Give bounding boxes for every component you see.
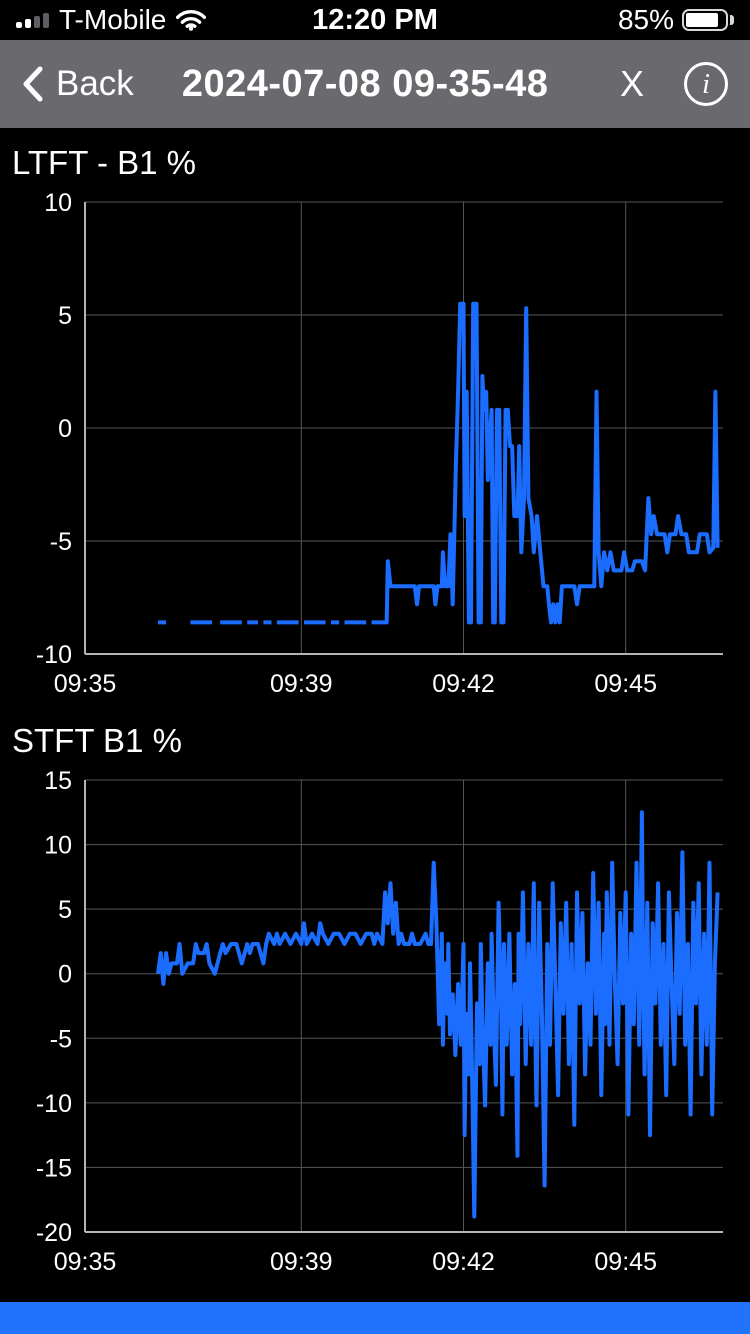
svg-text:09:39: 09:39: [270, 1248, 333, 1276]
chevron-left-icon: [23, 66, 43, 102]
svg-text:09:35: 09:35: [54, 1248, 117, 1276]
svg-text:5: 5: [58, 302, 72, 330]
carrier-label: T-Mobile: [59, 4, 167, 35]
back-button[interactable]: Back: [22, 64, 134, 104]
svg-text:10: 10: [44, 189, 72, 217]
info-button[interactable]: i: [684, 62, 728, 106]
svg-text:09:35: 09:35: [54, 670, 117, 698]
wifi-icon: [176, 10, 207, 31]
svg-text:-10: -10: [36, 641, 72, 669]
battery-tip: [730, 15, 734, 25]
close-button[interactable]: X: [619, 63, 644, 104]
bottom-banner[interactable]: [0, 1302, 750, 1334]
stft-chart: -20 -15 -10 -5 0 5 10 15 09:35 09:39 09:42 09:45: [36, 767, 723, 1276]
status-bar: T-Mobile 12:20 PM 85%: [0, 0, 750, 40]
svg-text:-5: -5: [50, 1025, 72, 1053]
navigation-bar: Back 2024-07-08 09-35-48 X i: [0, 40, 750, 128]
page-title: 2024-07-08 09-35-48: [181, 62, 549, 105]
ltft-chart: -10 -5 0 5 10 09:35 09:39 09:42 09:45: [36, 189, 723, 698]
svg-text:09:45: 09:45: [594, 1248, 657, 1276]
svg-text:5: 5: [58, 896, 72, 924]
back-label: Back: [56, 64, 134, 103]
svg-text:09:39: 09:39: [270, 670, 333, 698]
svg-text:15: 15: [44, 767, 72, 795]
stft-chart-title: STFT B1 %: [12, 722, 182, 759]
ltft-chart-title: LTFT - B1 %: [12, 144, 196, 181]
svg-text:-5: -5: [50, 528, 72, 556]
svg-text:09:45: 09:45: [594, 670, 657, 698]
svg-text:0: 0: [58, 961, 72, 989]
svg-text:09:42: 09:42: [432, 670, 495, 698]
battery-icon: [682, 9, 728, 31]
svg-text:10: 10: [44, 832, 72, 860]
info-icon: i: [701, 67, 711, 100]
svg-text:-10: -10: [36, 1090, 72, 1118]
svg-text:0: 0: [58, 415, 72, 443]
svg-text:-15: -15: [36, 1154, 72, 1182]
cell-signal-icon: [16, 12, 49, 28]
svg-text:-20: -20: [36, 1219, 72, 1247]
battery-percent-label: 85%: [617, 4, 674, 35]
svg-text:09:42: 09:42: [432, 1248, 495, 1276]
